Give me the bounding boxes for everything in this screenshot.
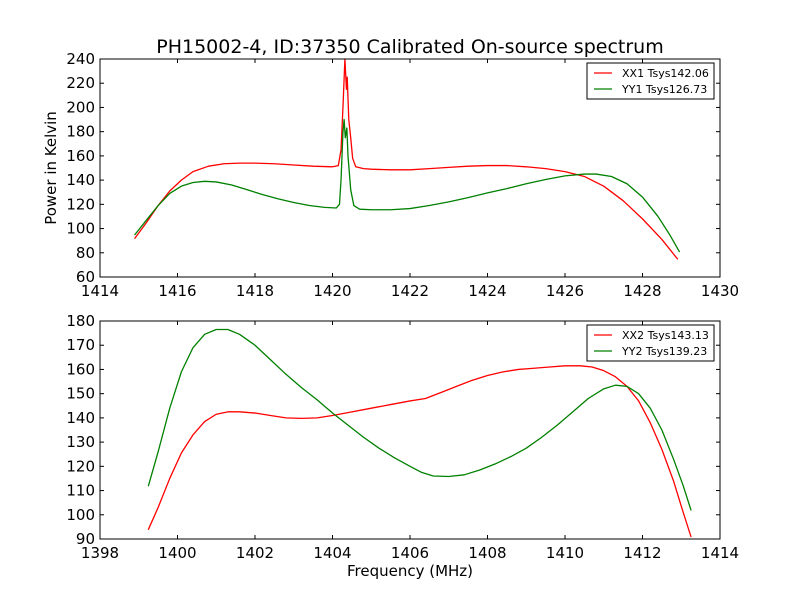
legend-bottom: XX2 Tsys143.13 YY2 Tsys139.23	[586, 324, 715, 362]
y-tick-label: 160	[66, 147, 95, 165]
x-tick-label: 1426	[546, 282, 584, 300]
x-tick-label: 1428	[623, 282, 661, 300]
top-plot: PH15002-4, ID:37350 Calibrated On-source…	[42, 36, 739, 300]
y-tick-label: 200	[66, 98, 95, 116]
top-plot-frame	[99, 58, 721, 278]
top-ticks-group: 1414 1416 1418 1420 1422 1424 1426 1428 1430 60 80…	[66, 50, 739, 300]
y-tick-label: 120	[66, 195, 95, 213]
bottom-plot: Frequency (MHz) 1398 1400 1402 1404 1406 1408…	[66, 312, 739, 580]
x-tick-label: 1404	[313, 544, 351, 562]
y-tick-label: 100	[66, 506, 95, 524]
x-axis-label: Frequency (MHz)	[347, 562, 473, 580]
y-tick-label: 140	[66, 171, 95, 189]
x-tick-label: 1420	[313, 282, 351, 300]
y-tick-label: 100	[66, 220, 95, 238]
x-tick-label: 1410	[546, 544, 584, 562]
y-tick-label: 180	[66, 123, 95, 141]
y-tick-label: 60	[76, 268, 95, 286]
x-tick-label: 1400	[158, 544, 196, 562]
series-line-bottom-2	[147, 328, 692, 511]
bottom-ticks-group: 1398 1400 1402 1404 1406 1408 1410 1412 1414 90 10…	[66, 312, 739, 562]
y-tick-label: 120	[66, 457, 95, 475]
x-tick-label: 1416	[158, 282, 196, 300]
y-tick-label: 110	[66, 482, 95, 500]
y-tick-label: 240	[66, 50, 95, 68]
series-line-top-2	[134, 118, 680, 253]
x-tick-label: 1406	[391, 544, 429, 562]
chart-title: PH15002-4, ID:37350 Calibrated On-source…	[156, 36, 663, 58]
x-tick-label: 1398	[81, 544, 119, 562]
legend-label-yy2: YY2 Tsys139.23	[621, 345, 707, 358]
y-tick-label: 130	[66, 433, 95, 451]
x-tick-label: 1414	[81, 282, 119, 300]
x-tick-label: 1414	[701, 544, 739, 562]
x-tick-label: 1430	[701, 282, 739, 300]
y-tick-label: 180	[66, 312, 95, 330]
bottom-plot-frame	[99, 320, 721, 540]
bottom-series-group	[147, 328, 692, 538]
series-line-bottom-1	[147, 365, 692, 538]
y-tick-label: 170	[66, 336, 95, 354]
y-tick-label: 80	[76, 244, 95, 262]
legend-label-yy1: YY1 Tsys126.73	[621, 83, 707, 96]
x-tick-label: 1402	[236, 544, 274, 562]
x-tick-label: 1424	[468, 282, 506, 300]
y-tick-label: 140	[66, 409, 95, 427]
x-tick-label: 1418	[236, 282, 274, 300]
y-tick-label: 220	[66, 74, 95, 92]
y-tick-label: 90	[76, 530, 95, 548]
x-tick-label: 1412	[623, 544, 661, 562]
x-tick-label: 1408	[468, 544, 506, 562]
y-axis-label: Power in Kelvin	[42, 111, 60, 225]
x-tick-label: 1422	[391, 282, 429, 300]
legend-top-box	[586, 62, 715, 100]
legend-label-xx2: XX2 Tsys143.13	[622, 329, 709, 342]
y-tick-label: 160	[66, 360, 95, 378]
legend-label-xx1: XX1 Tsys142.06	[622, 67, 709, 80]
top-series-group	[134, 58, 680, 260]
series-line-top-1	[134, 58, 679, 260]
y-tick-label: 150	[66, 385, 95, 403]
legend-top: XX1 Tsys142.06 YY1 Tsys126.73	[586, 62, 715, 100]
legend-bottom-box	[586, 324, 715, 362]
